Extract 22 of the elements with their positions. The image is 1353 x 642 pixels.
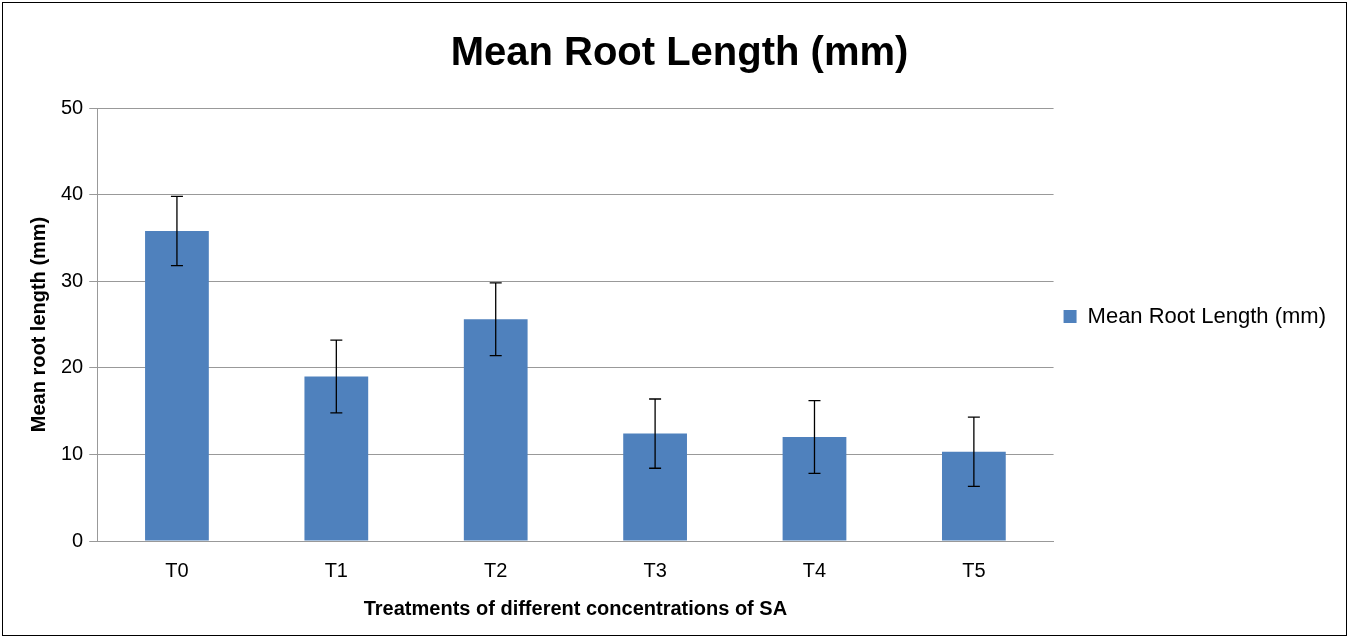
chart-title: Mean Root Length (mm) [450, 29, 909, 74]
bar [782, 437, 847, 541]
bar [304, 376, 369, 541]
bar [463, 319, 528, 541]
bar [623, 433, 687, 541]
x-tick-label: T4 [802, 558, 827, 581]
y-tick-label: 40 [61, 182, 84, 205]
y-tick-label: 20 [61, 355, 84, 378]
x-tick-label: T0 [165, 558, 189, 581]
y-tick-label: 0 [72, 528, 84, 551]
bar [145, 230, 209, 541]
bar [942, 451, 1006, 541]
x-tick-label: T3 [643, 558, 667, 581]
x-tick-label: T2 [484, 558, 508, 581]
legend-label: Mean Root Length (mm) [1087, 302, 1326, 328]
y-tick-label: 30 [61, 268, 84, 291]
y-tick-label: 50 [61, 95, 84, 118]
x-axis-title: Treatments of different concentrations of SA [363, 596, 788, 619]
y-axis-title: Mean root length (mm) [26, 216, 49, 433]
y-tick-label: 10 [61, 441, 84, 464]
x-tick-label: T1 [324, 558, 348, 581]
x-tick-label: T5 [962, 558, 986, 581]
